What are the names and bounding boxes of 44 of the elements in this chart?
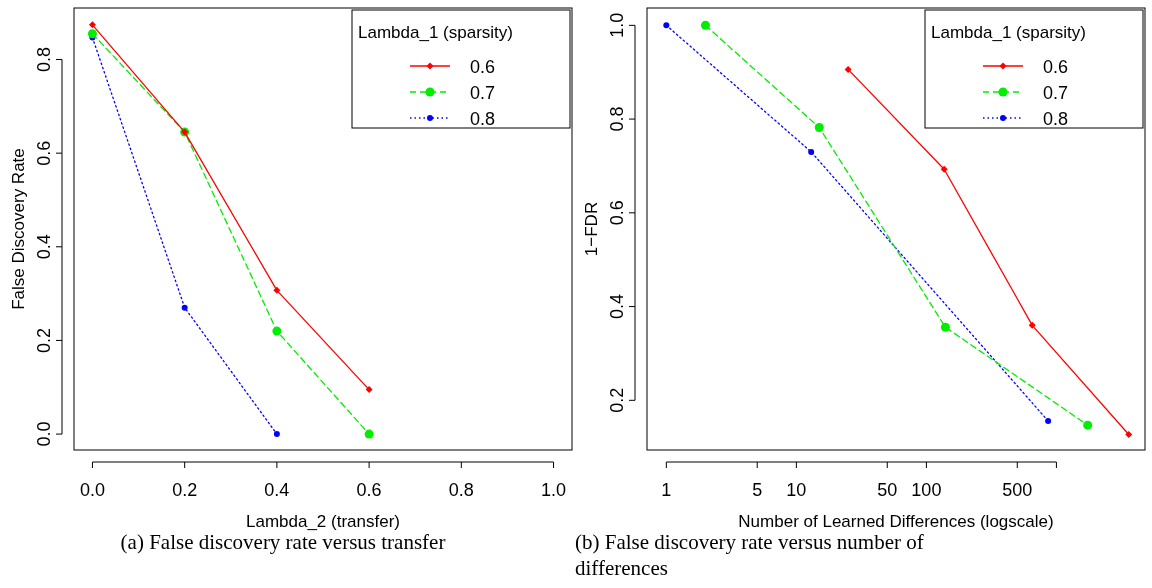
point	[181, 304, 188, 311]
point	[273, 431, 280, 438]
y-tick-label: 1.0	[607, 12, 627, 38]
x-tick-label: 0.6	[356, 480, 382, 500]
text: (a) False discovery rate versus transfer	[120, 530, 446, 554]
y-tick-label: 0.6	[34, 140, 54, 166]
y-tick-label: 0.4	[607, 294, 627, 320]
legend-label: 0.7	[1043, 83, 1069, 103]
x-tick-label: 500	[1002, 480, 1033, 500]
point	[273, 286, 281, 294]
legend-label: 0.7	[470, 83, 496, 103]
y-tick-label: 0.4	[34, 234, 54, 260]
point	[272, 326, 282, 336]
x-tick-label: 1.0	[541, 480, 567, 500]
legend-title: Lambda_1 (sparsity)	[358, 23, 513, 42]
legend-label: 0.6	[470, 57, 496, 77]
legend-label: 0.8	[470, 109, 496, 129]
y-tick-label: 0.2	[34, 327, 54, 353]
y-axis-title: 1−FDR	[582, 201, 601, 257]
x-tick-label: 0.0	[79, 480, 105, 500]
y-axis-title: False Discovery Rate	[9, 148, 28, 310]
y-tick-label: 0.8	[607, 106, 627, 132]
x-tick-label: 100	[911, 480, 942, 500]
legend-label: 0.8	[1043, 109, 1069, 129]
x-axis-title: Number of Learned Differences (logscale)	[738, 512, 1054, 531]
x-axis-title: Lambda_2 (transfer)	[245, 512, 401, 531]
legend-title: Lambda_1 (sparsity)	[931, 23, 1086, 42]
y-tick-label: 0.6	[607, 200, 627, 226]
x-tick-label: 10	[786, 480, 807, 500]
y-tick-label: 0.0	[34, 421, 54, 447]
x-tick-label: 0.2	[172, 480, 198, 500]
point	[87, 29, 97, 39]
point	[364, 429, 374, 439]
x-tick-label: 0.8	[448, 480, 474, 500]
x-tick-label: 1	[661, 480, 672, 500]
legend-label: 0.6	[1043, 57, 1069, 77]
point	[88, 21, 96, 29]
x-tick-label: 50	[877, 480, 898, 500]
y-tick-label: 0.2	[607, 387, 627, 413]
text: (b) False discovery rate versus number of differences	[575, 530, 924, 580]
x-tick-label: 5	[752, 480, 763, 500]
y-tick-label: 0.8	[34, 46, 54, 73]
point	[365, 386, 373, 394]
x-tick-label: 0.4	[264, 480, 290, 500]
